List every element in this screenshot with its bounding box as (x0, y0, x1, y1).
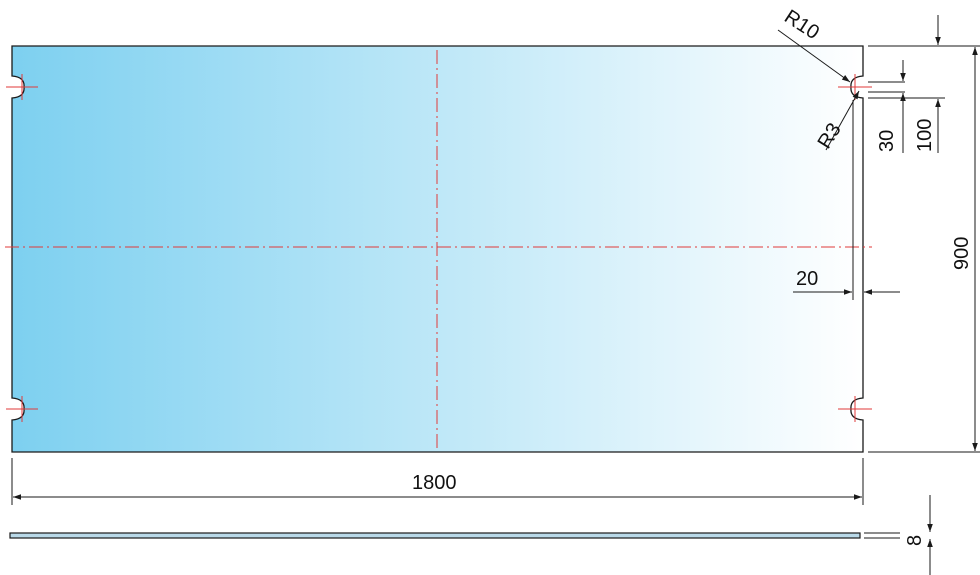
label-r10: R10 (780, 6, 823, 44)
label-1800: 1800 (412, 472, 457, 494)
label-900: 900 (951, 237, 973, 270)
edge-view-strip (9, 532, 861, 539)
centerlines (5, 50, 872, 449)
r3-leader (825, 90, 860, 151)
label-8: 8 (904, 535, 926, 546)
label-100: 100 (914, 119, 936, 152)
dimension-lines (11, 15, 980, 575)
label-20: 20 (796, 268, 818, 290)
r10-leader (777, 29, 851, 83)
label-30: 30 (876, 130, 898, 152)
